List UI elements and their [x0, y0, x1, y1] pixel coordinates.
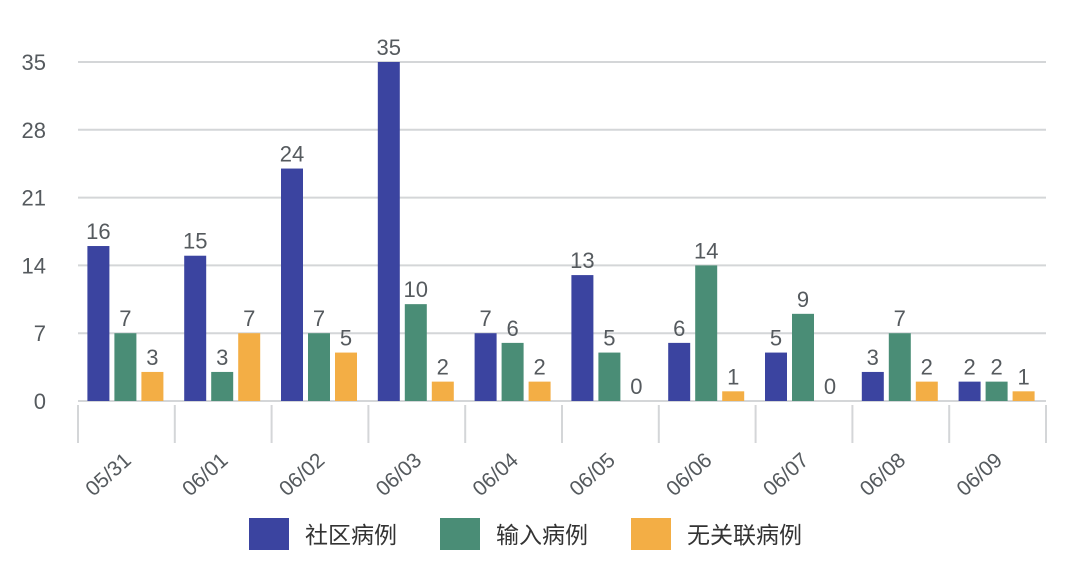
- y-tick-label: 14: [22, 253, 46, 278]
- data-label: 1: [1017, 364, 1029, 389]
- data-label: 6: [506, 316, 518, 341]
- bar: [1012, 391, 1035, 401]
- x-tick-label: 06/08: [856, 449, 910, 501]
- data-label: 9: [797, 287, 809, 312]
- bar: [792, 313, 814, 401]
- y-tick-label: 21: [22, 186, 46, 211]
- x-tick-label: 06/06: [662, 449, 716, 501]
- x-axis: 05/31 06/01 06/02 06/03 06/04 06/05 06/06 06/07…: [77, 405, 1047, 501]
- bar: [474, 333, 497, 401]
- bar: [114, 333, 137, 401]
- data-label: 7: [479, 306, 491, 331]
- data-label: 7: [313, 306, 325, 331]
- bar: [308, 333, 330, 401]
- data-label: 7: [243, 306, 255, 331]
- data-label: 2: [990, 355, 1002, 380]
- bar: [87, 246, 110, 401]
- bar: [765, 352, 787, 401]
- legend: 社区病例 输入病例 无关联病例: [249, 518, 802, 550]
- data-label: 14: [694, 238, 718, 263]
- x-tick-label: 06/01: [178, 449, 232, 501]
- y-tick-label: 28: [22, 118, 46, 143]
- bar: [281, 168, 303, 401]
- data-label: 1: [727, 364, 739, 389]
- data-label: 7: [119, 306, 131, 331]
- bar: [888, 333, 911, 401]
- legend-swatch: [440, 518, 480, 550]
- bar: [668, 342, 691, 401]
- bar: [985, 381, 1008, 401]
- bar: [598, 352, 621, 401]
- data-label: 2: [533, 355, 545, 380]
- bars: [87, 62, 1035, 401]
- bar: [431, 381, 454, 401]
- bar: [958, 381, 981, 401]
- data-label: 35: [377, 35, 401, 60]
- data-label: 3: [867, 345, 879, 370]
- x-tick-label: 06/09: [952, 449, 1006, 501]
- y-axis-ticks: 0 7 14 21 28 35: [22, 50, 46, 414]
- bar: [571, 275, 594, 401]
- x-tick-label: 06/05: [565, 449, 619, 501]
- legend-swatch: [249, 518, 289, 550]
- bar: [377, 62, 400, 401]
- legend-label: 无关联病例: [687, 522, 802, 548]
- data-label: 24: [280, 142, 304, 167]
- bar: [404, 304, 427, 401]
- data-label: 3: [146, 345, 158, 370]
- bar: [501, 342, 524, 401]
- x-tick-label: 06/07: [759, 449, 813, 501]
- y-tick-label: 35: [22, 50, 46, 75]
- bar: [695, 265, 718, 401]
- data-label: 16: [86, 219, 110, 244]
- bar: [141, 371, 164, 401]
- x-tick-label: 06/02: [275, 449, 329, 501]
- bar: [184, 255, 207, 401]
- y-tick-label: 7: [34, 321, 46, 346]
- data-label: 5: [340, 326, 352, 351]
- bar: [528, 381, 551, 401]
- y-tick-label: 0: [34, 389, 46, 414]
- data-label: 3: [216, 345, 228, 370]
- data-label: 2: [921, 355, 933, 380]
- legend-label: 社区病例: [305, 522, 397, 548]
- bar: [722, 391, 745, 401]
- data-label: 6: [673, 316, 685, 341]
- data-label: 7: [894, 306, 906, 331]
- data-label: 13: [570, 248, 594, 273]
- bar: [915, 381, 938, 401]
- bar: [238, 333, 261, 401]
- x-tick-label: 05/31: [81, 449, 135, 501]
- data-label: 2: [437, 355, 449, 380]
- data-label: 10: [404, 277, 428, 302]
- legend-label: 输入病例: [496, 522, 588, 548]
- x-tick-label: 06/04: [468, 448, 523, 500]
- bar: [861, 371, 884, 401]
- data-label: 5: [603, 326, 615, 351]
- data-label: 2: [963, 355, 975, 380]
- bar: [211, 371, 234, 401]
- data-label: 0: [824, 374, 836, 399]
- legend-swatch: [631, 518, 671, 550]
- data-label: 5: [770, 326, 782, 351]
- x-tick-label: 06/03: [372, 449, 426, 501]
- bar: [335, 352, 357, 401]
- data-label: 0: [630, 374, 642, 399]
- data-label: 15: [183, 229, 207, 254]
